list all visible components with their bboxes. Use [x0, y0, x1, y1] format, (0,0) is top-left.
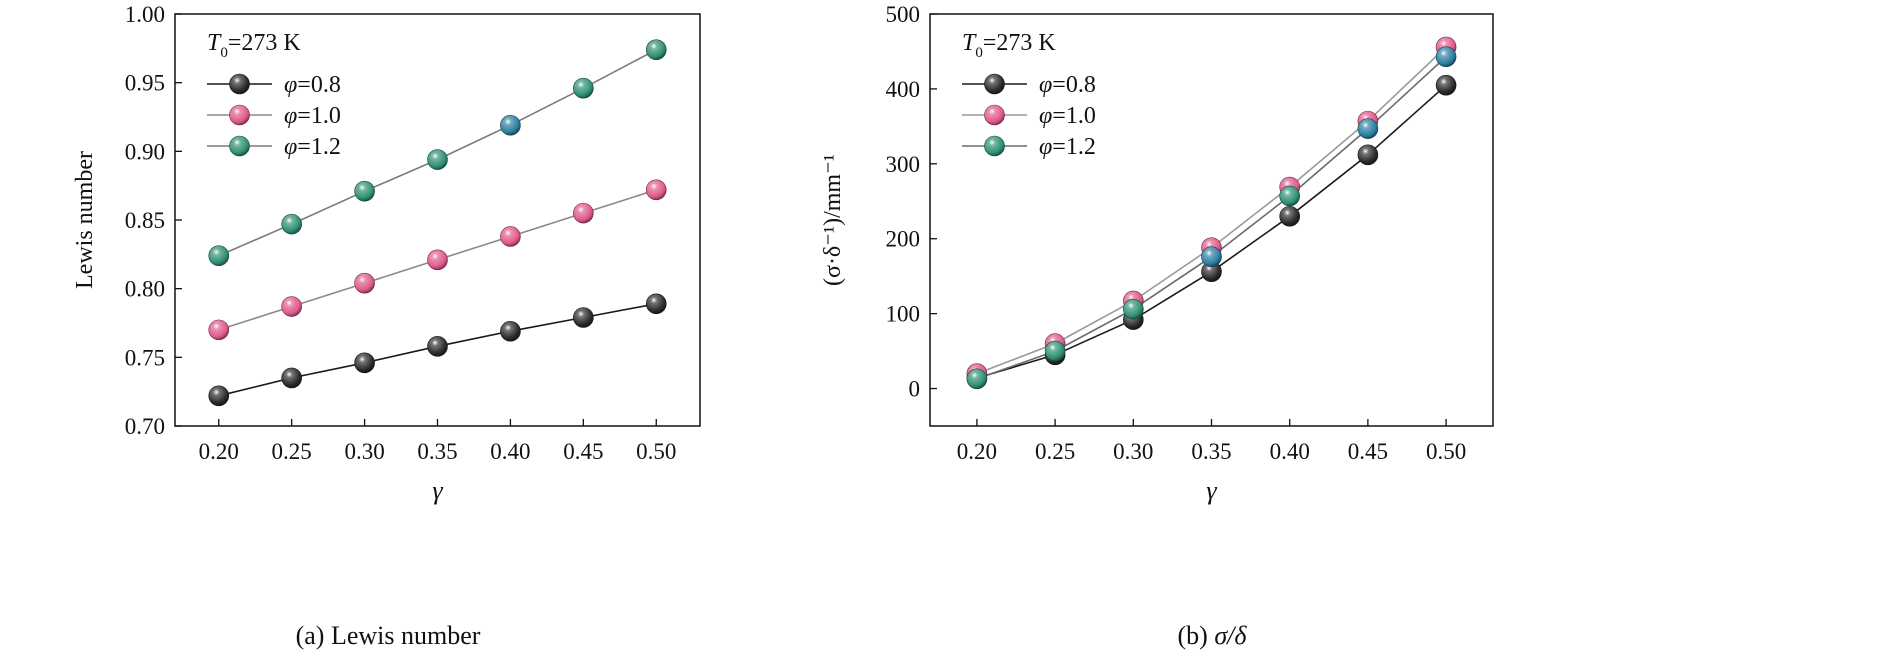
- x-tick-label: 0.30: [344, 439, 384, 464]
- legend-label-3: φ=1.2: [284, 134, 341, 160]
- y-tick-label: 0: [909, 377, 921, 402]
- data-point: [573, 77, 594, 99]
- x-axis-label: γ: [432, 476, 443, 505]
- legend-label-2: φ=1.0: [1039, 103, 1096, 129]
- caption-a-prefix: (a): [295, 621, 331, 650]
- legend-label-3: φ=1.2: [1039, 134, 1096, 160]
- data-point: [573, 307, 594, 328]
- x-tick-label: 0.45: [563, 439, 603, 464]
- annotation-temperature: T0=273 K: [962, 30, 1056, 61]
- data-point: [427, 249, 448, 271]
- legend-label-2: φ=1.0: [284, 103, 341, 129]
- x-tick-label: 0.35: [417, 439, 457, 464]
- x-tick-label: 0.50: [636, 439, 676, 464]
- data-point: [645, 293, 667, 315]
- legend-marker-1: [229, 73, 250, 95]
- x-tick-label: 0.35: [1191, 439, 1231, 464]
- x-tick-label: 0.40: [490, 439, 530, 464]
- data-point: [1357, 118, 1379, 139]
- data-point: [1201, 246, 1222, 268]
- x-tick-label: 0.25: [272, 439, 312, 464]
- data-point: [1279, 205, 1300, 227]
- data-point: [1044, 340, 1066, 362]
- data-point: [1435, 74, 1457, 96]
- caption-b: (b) σ/δ: [1178, 621, 1247, 651]
- data-point: [500, 226, 521, 247]
- y-tick-label: 200: [886, 227, 921, 252]
- panel-a-lewis-number-chart: 0.20 0.25 0.30 0.35 0.40 0.45 0.50 0.70 0.75 0.80…: [72, 2, 701, 505]
- legend-marker-3: [229, 135, 250, 157]
- data-point: [1435, 46, 1457, 67]
- y-tick-label: 400: [886, 77, 921, 102]
- y-tick-label: 0.75: [125, 345, 165, 370]
- legend-marker-3: [984, 135, 1005, 157]
- data-point: [281, 296, 302, 317]
- x-tick-label: 0.50: [1426, 439, 1466, 464]
- data-point: [281, 213, 302, 235]
- data-point: [354, 272, 375, 294]
- legend-marker-2: [229, 104, 250, 126]
- data-point: [645, 39, 667, 61]
- y-tick-label: 0.90: [125, 139, 165, 164]
- legend-label-1: φ=0.8: [284, 72, 341, 98]
- annotation-temperature: T0=273 K: [207, 30, 301, 61]
- legend-marker-1: [984, 73, 1005, 95]
- legend-label-1: φ=0.8: [1039, 72, 1096, 98]
- y-tick-label: 500: [886, 2, 921, 27]
- x-tick-label: 0.20: [957, 439, 997, 464]
- legend-marker-2: [984, 104, 1005, 126]
- y-tick-label: 0.80: [125, 277, 165, 302]
- data-point: [208, 245, 230, 267]
- data-point: [354, 352, 375, 374]
- plot-frame: [174, 13, 701, 427]
- y-tick-label: 1.00: [125, 2, 165, 27]
- y-tick-label: 100: [886, 302, 921, 327]
- x-axis-label: γ: [1206, 476, 1217, 505]
- data-point: [1357, 144, 1379, 166]
- y-tick-label: 0.85: [125, 208, 165, 233]
- data-point: [208, 385, 230, 407]
- data-point: [208, 319, 230, 341]
- data-point: [500, 114, 521, 136]
- data-point: [427, 149, 448, 170]
- caption-a-text: Lewis number: [330, 621, 481, 650]
- y-tick-label: 0.95: [125, 71, 165, 96]
- data-point: [500, 320, 521, 342]
- x-tick-label: 0.45: [1348, 439, 1388, 464]
- plot-frame: [929, 13, 1494, 427]
- x-tick-label: 0.40: [1270, 439, 1310, 464]
- y-tick-label: 0.70: [125, 414, 165, 439]
- data-point: [1279, 185, 1300, 207]
- x-tick-label: 0.25: [1035, 439, 1075, 464]
- y-axis-label: (σ·δ⁻¹)/mm⁻¹: [820, 154, 846, 286]
- caption-b-prefix: (b): [1177, 621, 1215, 650]
- data-point: [281, 367, 302, 389]
- data-point: [427, 336, 448, 357]
- y-axis-label: Lewis number: [72, 151, 98, 289]
- data-point: [1123, 298, 1144, 320]
- data-point: [966, 368, 988, 390]
- data-point: [573, 202, 594, 224]
- x-tick-label: 0.20: [199, 439, 239, 464]
- caption-b-text: σ/δ: [1214, 621, 1247, 650]
- y-tick-label: 300: [886, 152, 921, 177]
- data-point: [645, 179, 667, 201]
- panel-b-sigma-delta-chart: 0.20 0.25 0.30 0.35 0.40 0.45 0.50 0 100 200 300 40…: [820, 2, 1494, 505]
- x-tick-label: 0.30: [1113, 439, 1153, 464]
- data-point: [354, 180, 375, 202]
- caption-a: (a) Lewis number: [296, 621, 481, 651]
